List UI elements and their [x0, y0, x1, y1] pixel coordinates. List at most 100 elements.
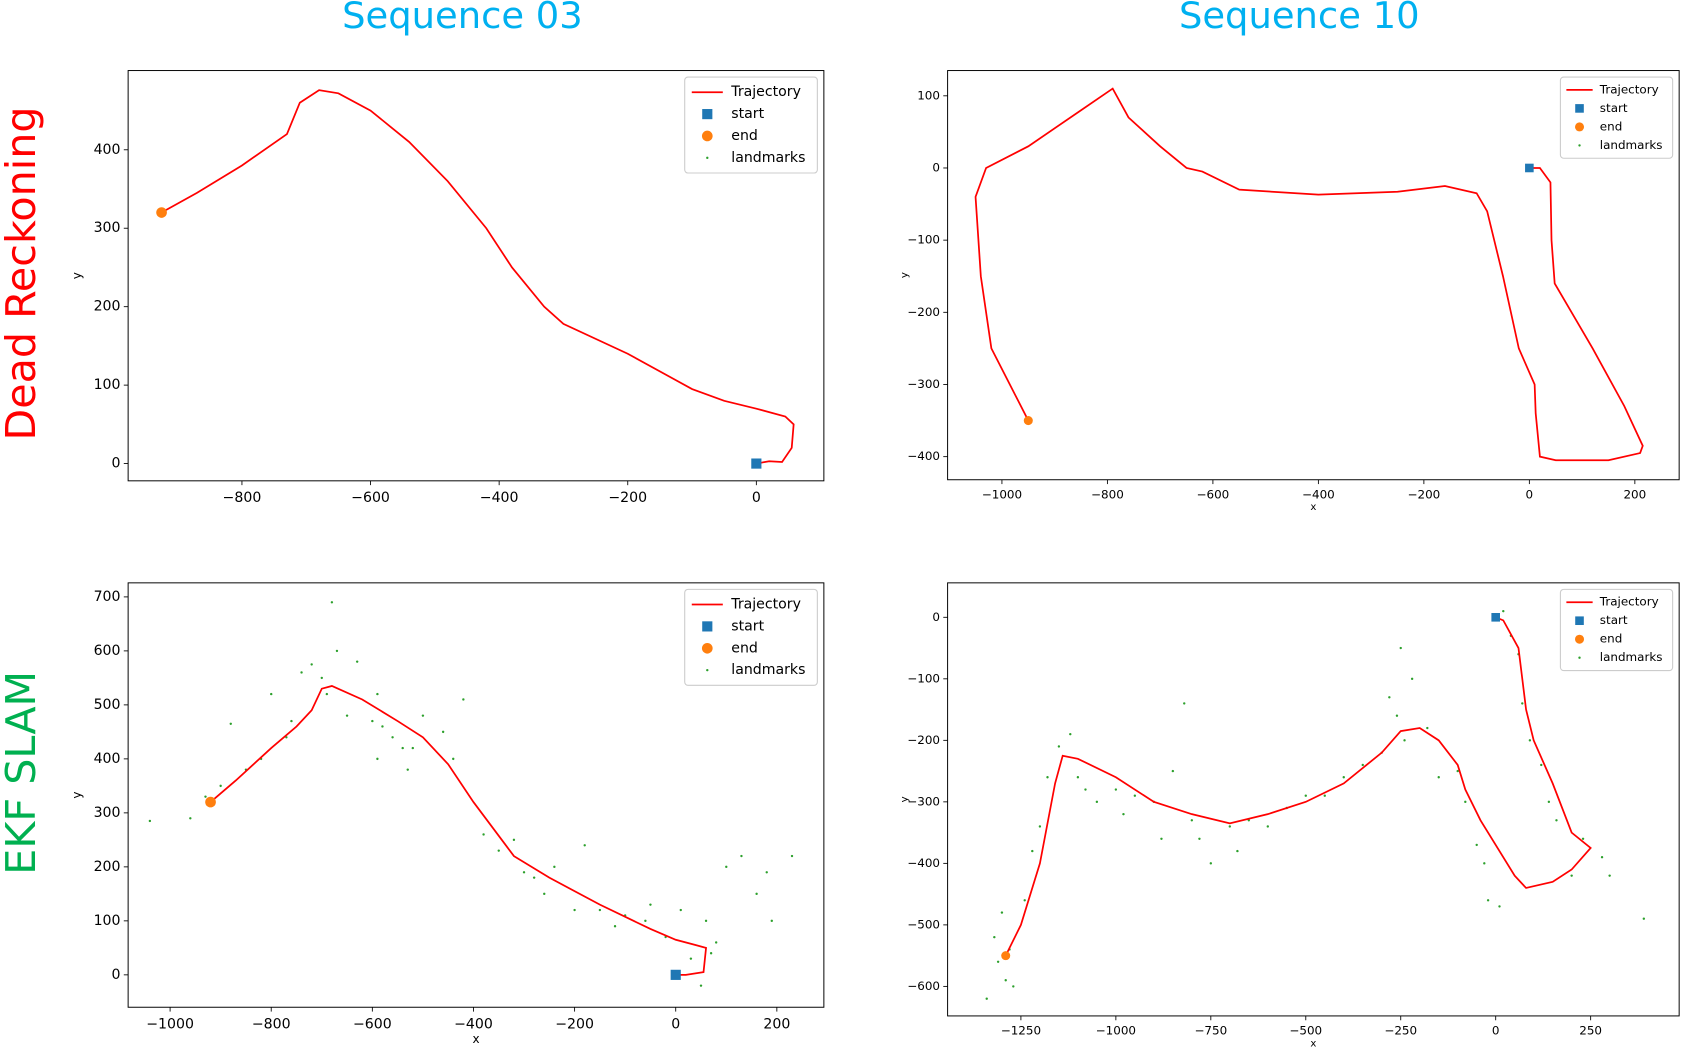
y-tick-label: −100 — [907, 671, 940, 685]
landmark-point — [512, 838, 516, 842]
legend-label: start — [731, 106, 764, 122]
landmark-point — [583, 844, 586, 847]
plot-frame — [947, 582, 1680, 1017]
landmark-point — [482, 833, 485, 836]
legend-marker — [1578, 656, 1581, 659]
end-marker — [156, 207, 167, 218]
landmark-point — [598, 908, 602, 912]
x-tick-label: −400 — [480, 490, 519, 506]
landmark-point — [189, 817, 192, 820]
landmark-point — [371, 719, 374, 723]
landmark-point — [553, 865, 556, 869]
landmark-point — [1122, 812, 1125, 816]
landmark-point — [462, 698, 465, 701]
landmark-point — [1528, 739, 1532, 742]
legend-label: Trajectory — [730, 84, 801, 100]
x-tick-label: −500 — [1289, 1024, 1322, 1038]
x-tick-label: 250 — [1579, 1024, 1602, 1038]
landmark-point — [1031, 849, 1034, 853]
y-tick-label: −100 — [907, 233, 940, 247]
landmark-point — [1395, 714, 1399, 717]
legend-box — [1559, 588, 1674, 672]
start-marker — [751, 458, 762, 469]
landmark-point — [1304, 794, 1307, 797]
end-marker — [205, 796, 216, 808]
landmark-point — [714, 941, 718, 944]
column-title: Sequence 10 — [1179, 0, 1420, 37]
x-tick-label: −400 — [1302, 487, 1335, 501]
x-tick-label: −600 — [353, 1016, 392, 1032]
landmark-point — [765, 871, 768, 874]
x-tick-label: −800 — [1091, 487, 1124, 501]
y-tick-label: −400 — [907, 449, 940, 463]
landmark-point — [996, 960, 1000, 963]
landmark-point — [644, 919, 647, 923]
legend-label: start — [1600, 613, 1628, 627]
x-tick-label: −200 — [608, 490, 647, 506]
landmark-point — [522, 871, 526, 874]
x-tick-label: −800 — [223, 490, 262, 506]
landmark-point — [1361, 763, 1364, 767]
y-tick-label: 0 — [112, 456, 121, 472]
landmark-point — [704, 919, 708, 923]
y-tick-label: 400 — [94, 751, 121, 767]
landmark-point — [1410, 677, 1414, 681]
landmark-point — [381, 725, 384, 728]
legend-box — [1559, 76, 1674, 159]
landmark-point — [790, 854, 794, 858]
y-tick-label: 300 — [94, 805, 121, 821]
x-tick-label: −600 — [1197, 487, 1230, 501]
y-tick-label: 100 — [94, 377, 121, 393]
landmark-point — [543, 892, 546, 896]
trajectory-line — [974, 87, 1644, 462]
landmark-point — [1581, 837, 1585, 840]
landmark-point — [1084, 788, 1087, 791]
landmark-point — [1483, 862, 1486, 865]
x-axis-label: x — [1310, 1038, 1316, 1049]
y-tick-label: 0 — [112, 967, 121, 983]
landmark-point — [391, 736, 394, 739]
legend-marker — [1578, 144, 1581, 147]
landmark-point — [1456, 769, 1459, 773]
landmark-point — [1426, 726, 1429, 730]
x-tick-label: −1250 — [1001, 1024, 1041, 1038]
landmark-point — [376, 692, 379, 696]
landmark-point — [1266, 825, 1269, 828]
landmark-point — [679, 908, 682, 912]
y-tick-label: 200 — [94, 859, 121, 875]
legend-label: Trajectory — [1599, 595, 1659, 609]
y-axis-label: y — [70, 792, 84, 799]
landmark-point — [1600, 856, 1604, 859]
landmark-point — [330, 601, 334, 604]
legend-marker — [706, 668, 709, 672]
end-marker — [1001, 951, 1011, 961]
y-tick-label: −500 — [907, 917, 940, 931]
y-tick-label: 100 — [917, 88, 940, 102]
landmark-point — [1521, 702, 1524, 705]
landmark-point — [310, 663, 313, 666]
x-tick-label: −600 — [351, 490, 390, 506]
landmark-point — [1038, 825, 1042, 828]
landmark-point — [689, 957, 693, 960]
landmark-point — [376, 757, 379, 761]
y-tick-label: 400 — [94, 142, 121, 158]
legend-box — [684, 76, 818, 174]
legend-label: Trajectory — [1599, 82, 1659, 96]
landmark-point — [1547, 800, 1551, 804]
row-title: EKF SLAM — [0, 671, 45, 875]
y-axis-label: y — [900, 796, 911, 802]
y-tick-label: −300 — [907, 377, 940, 391]
landmark-point — [985, 997, 988, 1000]
y-tick-label: 0 — [932, 160, 940, 174]
y-tick-label: −200 — [907, 305, 940, 319]
x-tick-label: −200 — [555, 1016, 594, 1032]
landmark-point — [1464, 800, 1467, 804]
x-tick-label: 200 — [763, 1016, 790, 1032]
landmark-point — [573, 908, 576, 912]
landmark-point — [1160, 837, 1163, 840]
legend-label: end — [731, 128, 758, 144]
landmark-point — [1555, 819, 1558, 822]
landmark-point — [406, 768, 409, 771]
landmark-point — [335, 649, 339, 653]
